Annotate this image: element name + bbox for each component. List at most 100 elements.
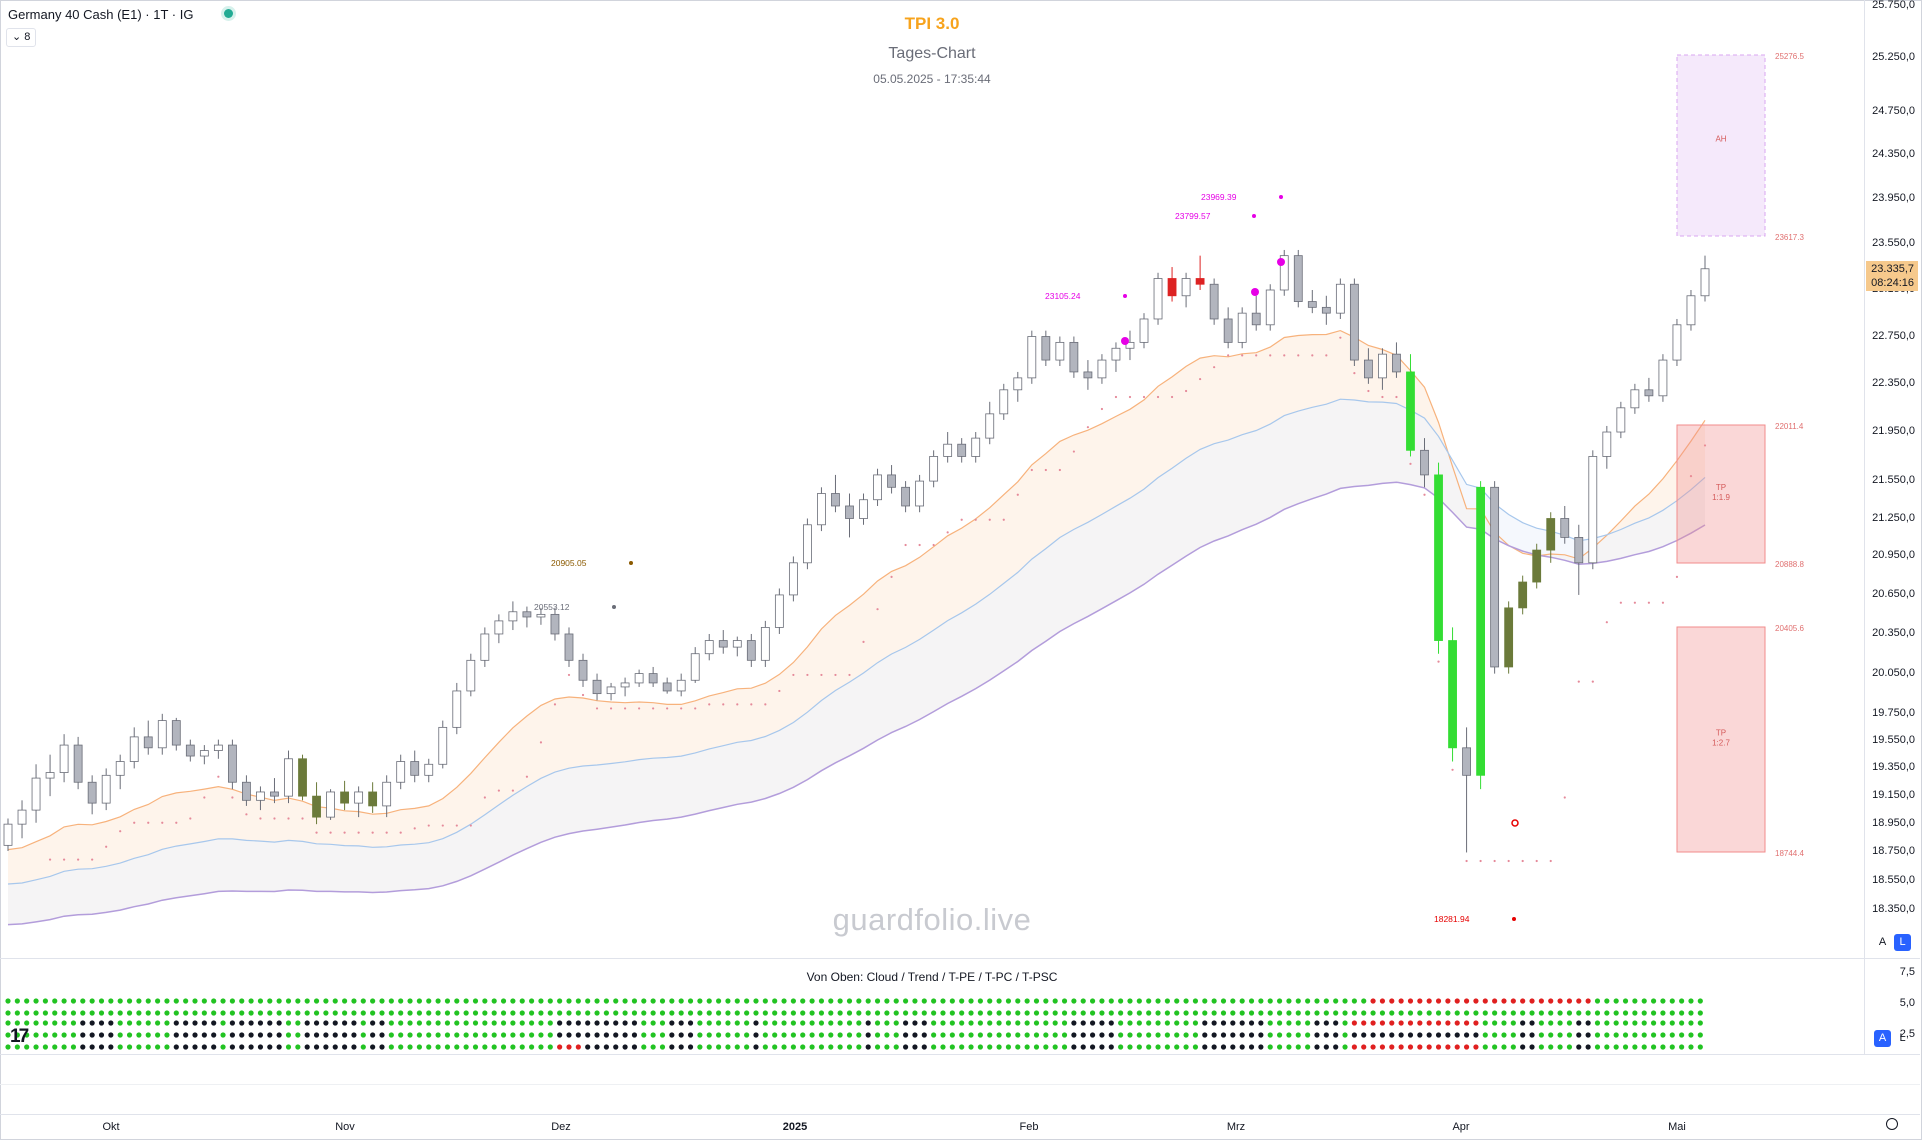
indicator-dot [1370,998,1376,1004]
trailing-stop-dot [301,817,304,820]
indicator-dot [5,1032,11,1038]
indicator-pane-canvas[interactable] [0,960,1864,1054]
trailing-stop-dot [806,673,809,677]
indicator-dot [893,1010,899,1016]
indicator-dot [1688,1020,1694,1026]
indicator-dot [697,1044,703,1050]
indicator-dot [1108,1032,1114,1038]
indicator-dot [678,1032,684,1038]
candle-body [550,613,560,635]
indicator-dot [136,1010,142,1016]
price-chart-canvas[interactable]: AH25276.523617.3TP1:1.922011.420888.8TP1… [0,0,1864,958]
pane-separator[interactable] [0,958,1920,959]
candle [831,474,840,513]
candle-body [17,809,27,825]
candle [101,768,111,811]
indicator-dot [949,1020,955,1026]
candle-body [1209,283,1219,320]
time-axis[interactable]: Okt Nov Dez 2025 Feb Mrz Apr Mai [0,1114,1920,1139]
indicator-dot [744,1020,750,1026]
candle-body [1237,312,1247,343]
candle-body [270,791,279,797]
settings-icon[interactable] [1886,1118,1898,1130]
log-scale-button[interactable]: L [1894,934,1911,951]
indicator-dot [1276,1044,1283,1050]
symbol-title[interactable]: Germany 40 Cash (E1) · 1T · IG [8,7,194,22]
indicator-dot [762,1010,768,1016]
candle [410,750,420,783]
indicator-dot [1267,1032,1273,1038]
trailing-stop-dot [960,518,963,521]
candle [213,739,223,759]
indicator-dot [1529,998,1535,1004]
indicator-dot [1679,1020,1685,1026]
candle-body [999,389,1009,415]
candle-body [242,781,251,801]
candle [1055,336,1065,366]
candle-body [59,744,69,773]
candle-body [298,758,307,797]
trailing-stop-dot [722,703,725,706]
candle [803,518,812,570]
indicator-dot [229,1010,235,1016]
indicator-dot [164,1010,170,1016]
indicator-dot [557,998,563,1004]
candle-body [284,758,293,797]
indicator-dot [1576,1044,1582,1050]
indicator-dot [360,1010,366,1016]
indicator-dot [463,1010,469,1016]
indicator-dot [1164,1010,1170,1016]
trailing-stop-dot [1395,395,1398,399]
price-axis[interactable]: 25.750,0 25.250,0 24.750,0 24.350,0 23.950,0… [1864,0,1921,958]
indicator-dot [1146,1020,1152,1026]
auto-scale-button[interactable]: A [1878,936,1887,948]
indicator-dot [1641,1032,1647,1038]
indicator-dot [557,1032,563,1038]
indicator-dot [715,1032,722,1038]
trailing-stop-dot [133,821,136,824]
indicator-auto-scale-button[interactable]: A [1874,1030,1891,1047]
candle [3,818,13,852]
candle-body [887,474,896,488]
indicator-dot [1043,1010,1049,1016]
indicator-dot [547,1020,553,1026]
trailing-stop-dot [974,518,977,521]
indicator-dot [1538,1020,1544,1026]
indicator-dot [613,1010,619,1016]
pane-separator-2[interactable] [0,1054,1920,1055]
indicator-dot [1501,1032,1507,1038]
indicator-dot [267,1020,273,1026]
candle-body [115,761,125,776]
indicator-log-scale-button[interactable]: L [1899,1032,1906,1044]
indicator-dot [1370,1044,1376,1050]
collapse-indicators-button[interactable]: ⌄ 8 [6,28,37,47]
indicator-dot [1108,998,1114,1004]
indicator-dot [341,1044,348,1050]
indicator-axis[interactable]: 7,5 5,0 2,5 [1864,959,1921,1054]
indicator-dot [968,1044,974,1050]
indicator-dot [1604,1032,1610,1038]
indicator-dot [491,1044,497,1050]
indicator-dot [1529,1020,1535,1026]
indicator-dot [1548,1010,1554,1016]
candle [270,778,279,804]
indicator-dot [715,1044,722,1050]
indicator-dot [1389,1020,1395,1026]
indicator-dot [744,1010,750,1016]
indicator-dot [902,1044,909,1050]
indicator-tick-label: 7,5 [1899,966,1915,978]
indicator-dot [154,1010,161,1016]
indicator-dot [622,1032,628,1038]
price-tick-label: 19.750,0 [1872,706,1915,719]
indicator-dot [257,1020,264,1026]
trailing-stop-dot [946,531,949,534]
indicator-dot [14,1020,20,1026]
trailing-stop-dot [427,824,430,827]
indicator-dot [1548,1044,1554,1050]
candle-body [1125,341,1135,349]
trailing-stop-dot [1451,768,1454,771]
indicator-dot [1146,1044,1152,1050]
indicator-dot [482,1010,488,1016]
trailing-stop-dot [778,689,781,693]
tradingview-logo-icon[interactable]: 17 [10,1026,29,1047]
